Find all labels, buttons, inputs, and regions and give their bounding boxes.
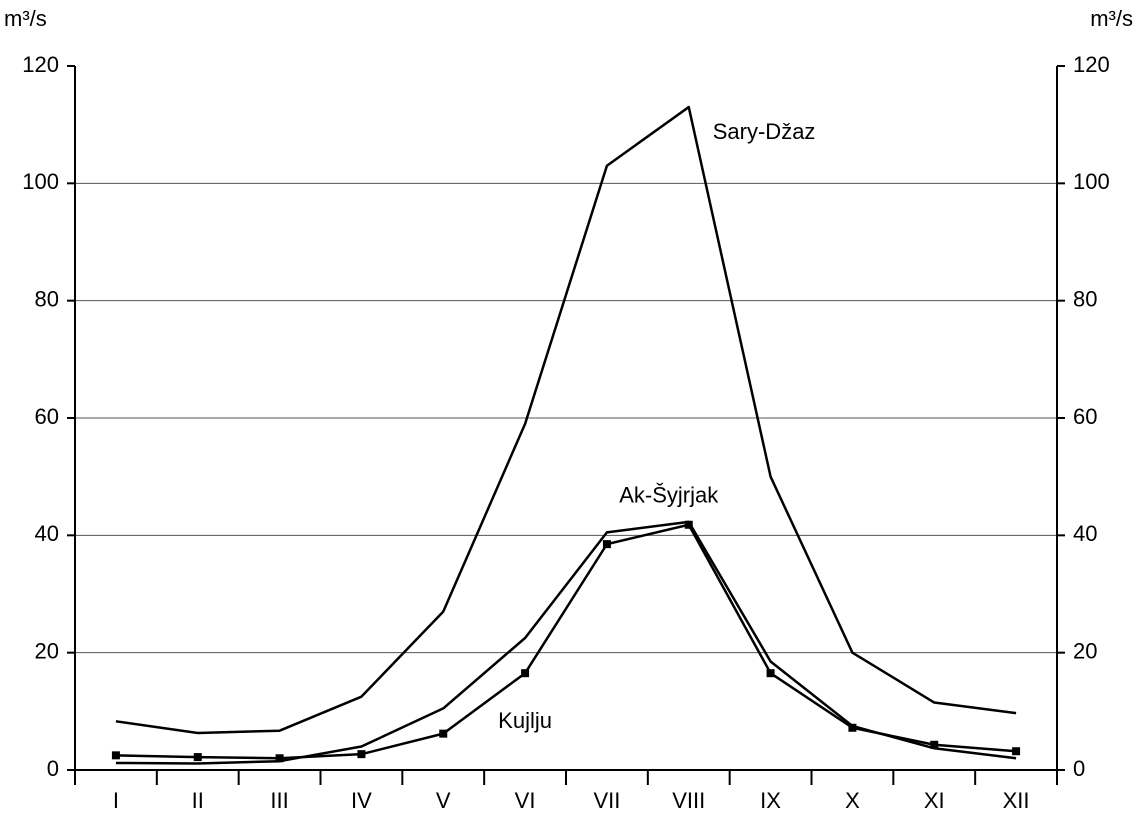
- series-marker: [766, 669, 775, 678]
- x-tick-label: XII: [1003, 788, 1030, 813]
- y2-axis-unit: m³/s: [1090, 6, 1133, 31]
- series-marker: [521, 669, 530, 678]
- x-tick-label: VI: [515, 788, 536, 813]
- y-tick-label: 60: [35, 404, 59, 429]
- series-line: [115, 520, 1017, 765]
- y-tick-label: 40: [35, 521, 59, 546]
- y-axis-unit: m³/s: [4, 6, 47, 31]
- series-marker: [357, 750, 366, 759]
- series-marker: [111, 751, 120, 760]
- x-tick-label: VIII: [672, 788, 705, 813]
- series-marker: [602, 540, 611, 549]
- y2-tick-label: 120: [1073, 52, 1110, 77]
- x-tick-label: X: [845, 788, 860, 813]
- series-marker: [930, 740, 939, 749]
- series-marker: [684, 520, 693, 529]
- x-tick-label: II: [192, 788, 204, 813]
- series-label: Sary-Džaz: [713, 119, 816, 144]
- y-tick-label: 0: [47, 756, 59, 781]
- series-label: Ak-Šyjrjak: [619, 483, 719, 508]
- y-tick-label: 80: [35, 286, 59, 311]
- y2-tick-label: 20: [1073, 638, 1097, 663]
- x-tick-label: VII: [593, 788, 620, 813]
- y-tick-label: 20: [35, 638, 59, 663]
- series-line: [115, 105, 1017, 735]
- y2-tick-label: 60: [1073, 404, 1097, 429]
- y2-tick-label: 0: [1073, 756, 1085, 781]
- y2-tick-label: 80: [1073, 286, 1097, 311]
- y2-tick-label: 40: [1073, 521, 1097, 546]
- series-marker: [848, 723, 857, 732]
- x-tick-label: IV: [351, 788, 372, 813]
- series-label: Kujlju: [498, 708, 552, 733]
- x-tick-label: III: [270, 788, 288, 813]
- x-tick-label: XI: [924, 788, 945, 813]
- y-tick-label: 100: [22, 169, 59, 194]
- series-marker: [1012, 747, 1021, 756]
- x-tick-label: IX: [760, 788, 781, 813]
- series-line: [115, 523, 1017, 760]
- x-tick-label: V: [436, 788, 451, 813]
- x-tick-label: I: [113, 788, 119, 813]
- y2-tick-label: 100: [1073, 169, 1110, 194]
- series-marker: [193, 753, 202, 762]
- y-tick-label: 120: [22, 52, 59, 77]
- series-marker: [439, 729, 448, 738]
- series-marker: [275, 754, 284, 763]
